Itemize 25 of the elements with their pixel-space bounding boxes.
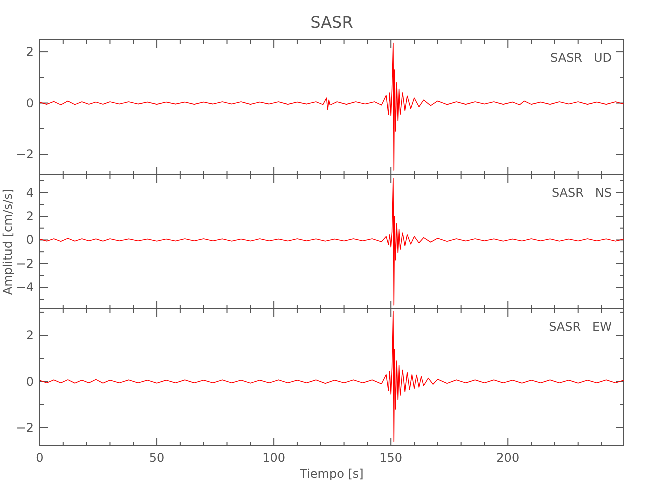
y-tick-label: −2	[16, 148, 34, 162]
x-axis-title: Tiempo [s]	[299, 467, 364, 481]
y-tick-label: 2	[26, 45, 34, 60]
x-tick-label: 100	[262, 451, 286, 465]
y-tick-label: 4	[26, 186, 34, 200]
x-tick-label: 0	[36, 451, 44, 465]
y-tick-label: 0	[26, 233, 34, 248]
y-axis-title: Amplitud [cm/s/s]	[1, 188, 15, 296]
y-tick-label: −4	[16, 280, 34, 295]
y-tick-label: 0	[26, 96, 34, 110]
line-series	[40, 310, 624, 442]
y-tick-label: −2	[16, 420, 34, 435]
x-tick-label: 50	[149, 451, 165, 465]
text: SASR NS	[552, 186, 612, 200]
chart-title: SASR	[310, 13, 354, 32]
x-tick-label: 200	[496, 451, 520, 465]
y-tick-label: 2	[26, 328, 34, 343]
line-series	[40, 42, 624, 172]
y-tick-label: 2	[26, 210, 34, 224]
text: SASR UD	[550, 51, 612, 65]
text: SASR EW	[549, 320, 612, 334]
y-tick-label: 0	[26, 374, 34, 389]
line-series	[40, 178, 624, 306]
x-tick-label: 150	[380, 451, 403, 465]
y-tick-label: −2	[16, 256, 34, 271]
